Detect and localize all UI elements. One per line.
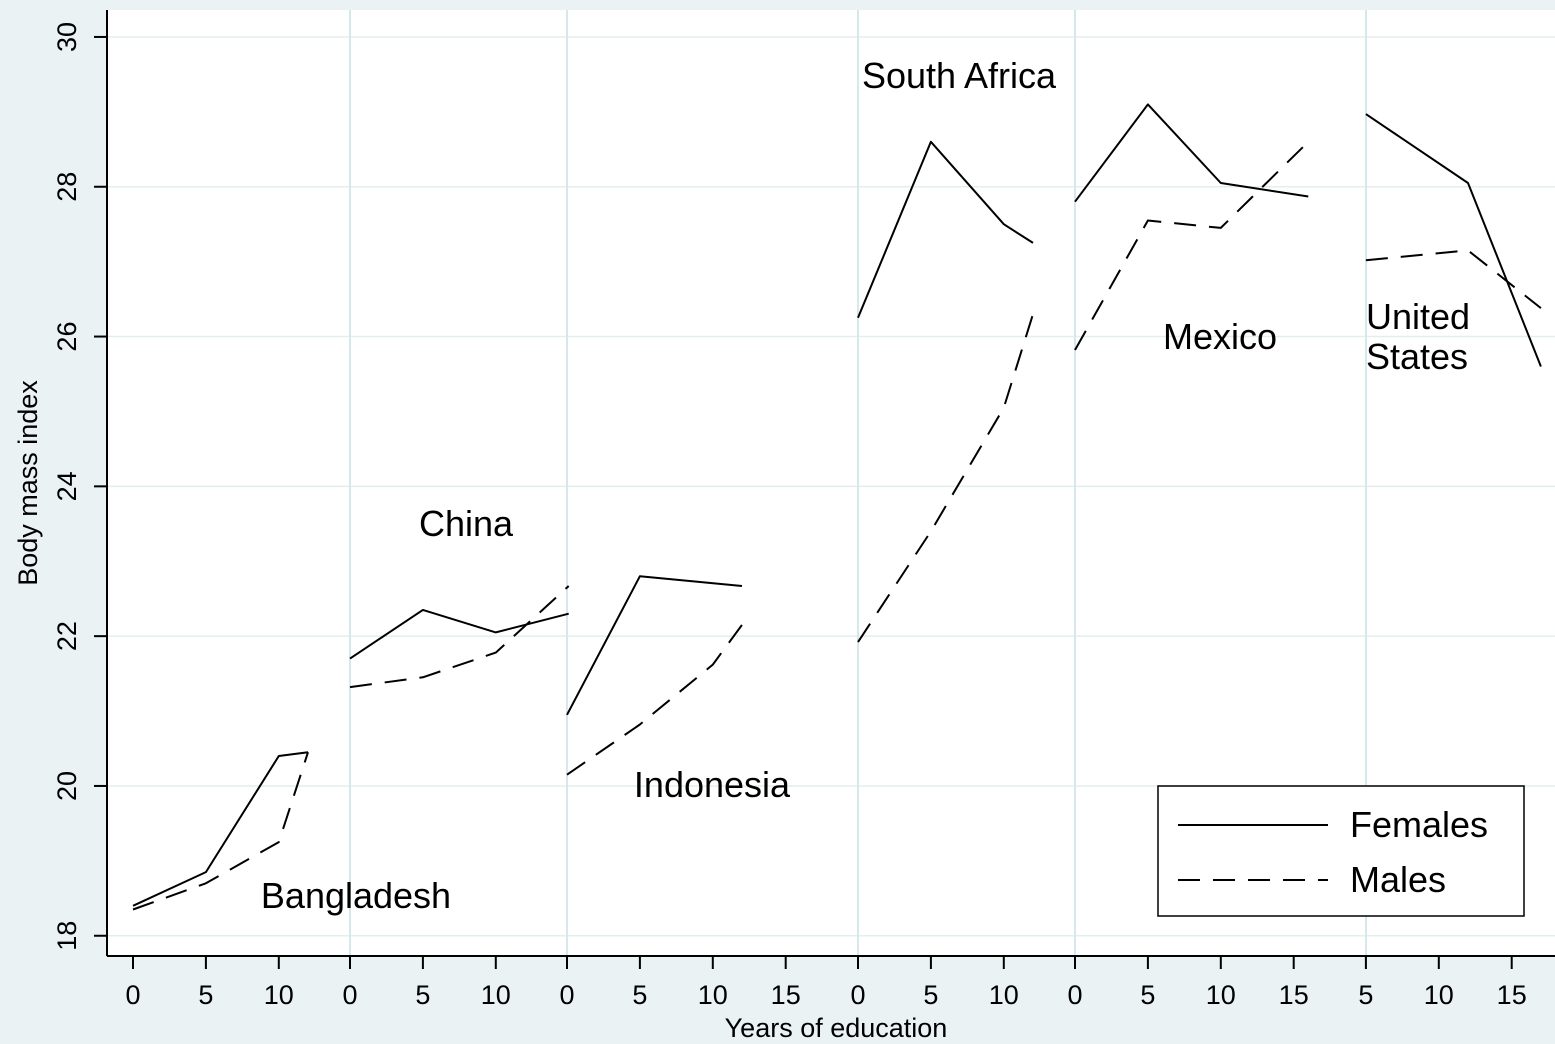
series-line-females (349, 608, 569, 660)
x-tick-label: 5 (632, 980, 647, 1010)
grid (107, 36, 1555, 937)
x-tick-label: 5 (1140, 980, 1155, 1010)
legend-box (1157, 785, 1525, 917)
y-tick-label: 20 (52, 771, 82, 801)
x-tick-label: 15 (771, 980, 801, 1010)
x-tick-label: 0 (342, 980, 357, 1010)
x-tick-label: 5 (415, 980, 430, 1010)
series-line-males (132, 751, 309, 911)
series-line-females (1365, 113, 1542, 367)
y-axis: 18 20 22 24 26 28 30 (52, 10, 108, 956)
x-tick-label: 0 (559, 980, 574, 1010)
x-tick-label: 10 (1424, 980, 1454, 1010)
x-tick-label: 5 (1358, 980, 1373, 1010)
panel-label: United States (1366, 296, 1470, 377)
y-tick-label: 28 (52, 172, 82, 202)
series-line-males (1074, 141, 1310, 351)
x-tick-label: 5 (198, 980, 213, 1010)
panel-label: Bangladesh (261, 875, 451, 916)
y-tick-label: 24 (52, 471, 82, 501)
panel-label: China (419, 503, 514, 544)
x-tick-label: 10 (481, 980, 511, 1010)
series-line-females (1074, 103, 1309, 203)
x-tick-label: 10 (698, 980, 728, 1010)
series-line-females (132, 751, 309, 907)
x-axis-title: Years of education (725, 1013, 948, 1043)
x-tick-label: 15 (1497, 980, 1527, 1010)
series-line-males (566, 624, 743, 776)
panel-label: Mexico (1163, 316, 1277, 357)
series-line-females (566, 575, 743, 716)
series-line-males (349, 585, 570, 689)
y-tick-label: 22 (52, 621, 82, 651)
y-tick-label: 30 (52, 22, 82, 52)
series-layer (132, 103, 1542, 911)
panel-label: South Africa (862, 55, 1057, 96)
series-line-males (857, 313, 1034, 643)
x-tick-label: 10 (264, 980, 294, 1010)
legend: Females Males (1157, 785, 1525, 917)
panel-label: Indonesia (634, 764, 791, 805)
y-tick-label: 26 (52, 322, 82, 352)
x-axis: 0 5 10 0 5 10 0 5 10 15 0 5 10 0 5 10 15 5 10 15 (107, 955, 1555, 1010)
x-tick-label: 0 (850, 980, 865, 1010)
x-tick-label: 10 (989, 980, 1019, 1010)
x-tick-label: 15 (1279, 980, 1309, 1010)
panel-labels: Bangladesh China Indonesia South Africa Mexi… (261, 55, 1470, 916)
y-tick-label: 18 (52, 921, 82, 951)
x-tick-label: 0 (125, 980, 140, 1010)
y-axis-title: Body mass index (13, 380, 43, 586)
x-tick-label: 0 (1067, 980, 1082, 1010)
x-tick-label: 10 (1206, 980, 1236, 1010)
series-line-females (857, 140, 1034, 319)
legend-label-females: Females (1350, 804, 1488, 845)
x-tick-label: 5 (923, 980, 938, 1010)
legend-label-males: Males (1350, 859, 1446, 900)
